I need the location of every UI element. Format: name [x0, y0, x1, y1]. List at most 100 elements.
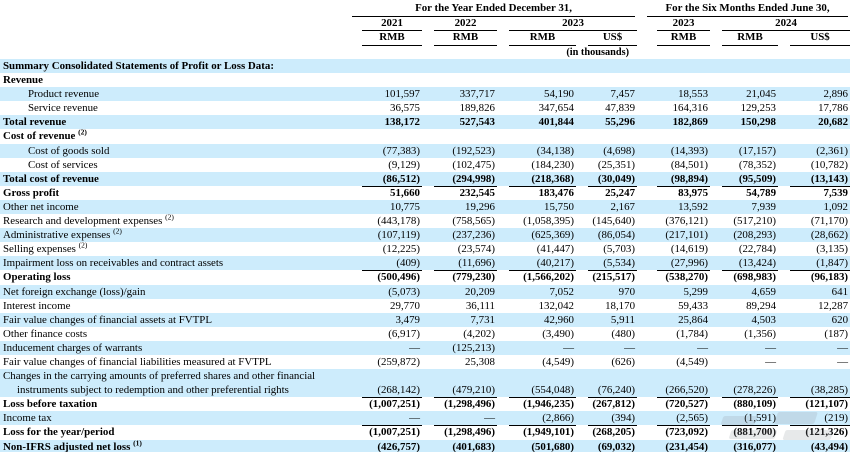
cell-value: 13,592	[645, 200, 710, 214]
value-text: (3,135)	[816, 243, 849, 256]
value-text: (28,662)	[810, 229, 849, 242]
value-text: 54,190	[544, 88, 574, 101]
cell-value: —	[710, 341, 778, 355]
cell-value: 232,545	[422, 186, 497, 200]
cell-value: (34,138)	[497, 144, 576, 158]
cell-value: (38,285)	[778, 369, 850, 397]
column-gap	[637, 200, 645, 214]
table-row: Gross profit 51,660 232,545 183,476 25,247 83…	[0, 186, 850, 200]
column-gap	[637, 242, 645, 256]
row-label-text: Summary Consolidated Statements of Profi…	[3, 60, 274, 72]
cell-value: (4,202)	[422, 327, 497, 341]
cell-value: —	[645, 341, 710, 355]
row-label-text: Cost of services	[28, 158, 98, 171]
row-label: Cost of services	[0, 158, 350, 172]
value-text: (12,225)	[382, 243, 420, 256]
value-text: (121,326)	[790, 425, 850, 439]
value-text: 337,717	[459, 88, 495, 101]
currency-header-rmb: RMB	[722, 31, 779, 46]
value-text: (1,356)	[744, 327, 777, 340]
row-label: Product revenue	[0, 87, 350, 101]
value-text: (881,700)	[722, 425, 778, 439]
value-text: (14,393)	[670, 144, 709, 157]
cell-value: (145,640)	[576, 214, 637, 228]
cell-value: (1,298,496)	[422, 425, 497, 439]
cell-value: —	[576, 341, 637, 355]
value-text: 47,839	[588, 101, 637, 115]
cell-value: (394)	[576, 411, 637, 425]
column-gap	[637, 256, 645, 270]
row-label: Service revenue	[0, 101, 350, 115]
column-gap	[637, 214, 645, 228]
cell-value: (1,946,235)	[497, 397, 576, 411]
value-text: (3,490)	[542, 327, 574, 340]
value-text: (5,073)	[388, 285, 420, 298]
value-text: 17,786	[790, 101, 850, 115]
value-text: 232,545	[459, 186, 495, 199]
value-text: 15,750	[544, 200, 574, 213]
cell-value: (43,494)	[778, 440, 850, 452]
row-label: Non-IFRS adjusted net loss (1)	[0, 439, 350, 452]
row-label: Loss for the year/period	[0, 425, 350, 439]
cell-value: 150,298	[710, 115, 778, 129]
value-text: 10,775	[390, 200, 420, 213]
value-text: (13,424)	[722, 256, 778, 270]
cell-value: (1,566,202)	[497, 270, 576, 284]
table-row: Service revenue 36,575 189,826 347,654 47,83…	[0, 101, 850, 115]
row-label: Summary Consolidated Statements of Profi…	[0, 59, 850, 73]
cell-value: (779,230)	[422, 270, 497, 284]
cell-value: (217,101)	[645, 228, 710, 242]
cell-value: (219)	[778, 411, 850, 425]
table-row: Loss for the year/period (1,007,251) (1,29…	[0, 425, 850, 439]
value-text: 12,287	[818, 299, 849, 312]
group-header-six-months: For the Six Months Ended June 30,	[647, 2, 849, 17]
column-gap	[637, 313, 645, 327]
table-row: Non-IFRS adjusted net loss (1) (426,757) (…	[0, 439, 850, 452]
cell-value: (720,527)	[645, 397, 710, 411]
value-text: 2,167	[610, 200, 636, 213]
cell-value: —	[350, 411, 422, 425]
cell-value: (86,054)	[576, 228, 637, 242]
value-text: (758,565)	[452, 215, 495, 228]
value-text: (14,619)	[670, 243, 709, 256]
column-gap	[637, 2, 645, 17]
cell-value: 36,575	[350, 101, 422, 115]
units-note: (in thousands)	[566, 46, 630, 58]
cell-value: (538,270)	[645, 270, 710, 284]
column-gap	[637, 327, 645, 341]
value-text: 189,826	[434, 101, 497, 115]
cell-value: (84,501)	[645, 158, 710, 172]
value-text: (4,549)	[676, 355, 709, 368]
value-text: —	[434, 411, 497, 425]
row-label: Selling expenses (2)	[0, 241, 350, 256]
value-text: (237,236)	[452, 229, 495, 242]
cell-value: (98,894)	[645, 172, 710, 186]
cell-value: 641	[778, 285, 850, 299]
table-row: Impairment loss on receivables and contr…	[0, 256, 850, 271]
row-label-text: Impairment loss on receivables and contr…	[3, 257, 224, 270]
row-label: Interest income	[0, 299, 350, 313]
value-text: —	[624, 341, 636, 354]
value-text: (125,213)	[452, 341, 495, 354]
value-text: (38,285)	[790, 383, 850, 397]
value-text: 527,543	[459, 116, 495, 129]
row-label-text: Revenue	[3, 74, 43, 87]
cell-value: (14,393)	[645, 144, 710, 158]
currency-header-usd: US$	[790, 31, 850, 46]
currency-header-rmb: RMB	[657, 31, 711, 46]
value-text: 182,869	[672, 116, 709, 129]
col-header-sixmonths-2023: 2023	[657, 17, 711, 31]
value-text: 401,844	[538, 116, 574, 129]
value-text: (500,496)	[377, 271, 420, 284]
table-row: Total cost of revenue (86,512) (294,998) (2…	[0, 171, 850, 186]
cell-value: (13,424)	[710, 256, 778, 270]
value-text: (25,351)	[588, 158, 637, 172]
cell-value: (12,225)	[350, 242, 422, 256]
cell-value: 17,786	[778, 101, 850, 115]
value-text: 55,296	[605, 116, 636, 129]
value-text: (217,101)	[665, 229, 709, 242]
cell-value: (5,534)	[576, 256, 637, 270]
header-units-row: (in thousands)	[0, 46, 850, 60]
table-row: Cost of revenue (2)	[0, 129, 850, 143]
row-label-text: Service revenue	[28, 102, 98, 115]
